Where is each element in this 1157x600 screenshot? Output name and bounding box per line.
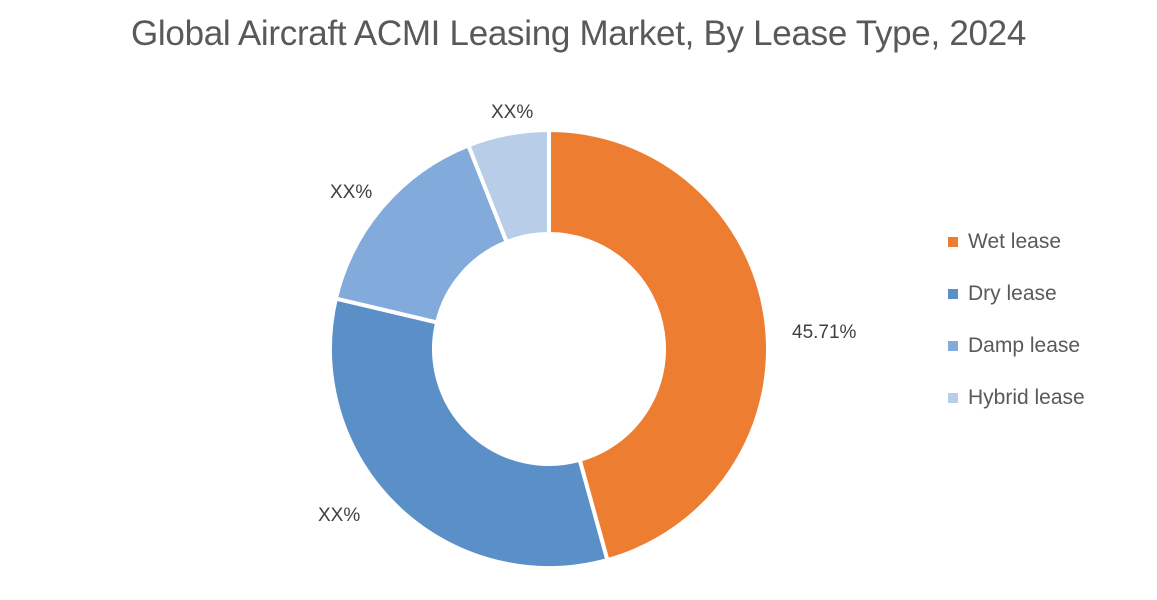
chart-title: Global Aircraft ACMI Leasing Market, By … [131,14,1026,53]
legend-label: Damp lease [968,334,1081,357]
legend-label: Hybrid lease [968,386,1085,409]
data-label-wet: 45.71% [792,322,857,343]
legend-swatch-icon [948,289,958,299]
legend: Wet lease Dry lease Damp lease Hybrid le… [948,216,1085,424]
donut-slice-damp [333,142,510,325]
donut-slice-wet [547,127,770,563]
donut-slice-dry [328,296,610,570]
donut-slices [328,127,770,570]
legend-swatch-icon [948,393,958,403]
data-label-hybrid: XX% [491,102,534,123]
legend-swatch-icon [948,341,958,351]
legend-item-hybrid-lease: Hybrid lease [948,372,1085,424]
legend-item-wet-lease: Wet lease [948,216,1085,268]
legend-swatch-icon [948,237,958,247]
legend-item-dry-lease: Dry lease [948,268,1085,320]
data-label-dry: XX% [318,505,361,526]
legend-label: Wet lease [968,230,1061,253]
data-label-damp: XX% [330,182,373,203]
legend-item-damp-lease: Damp lease [948,320,1085,372]
legend-label: Dry lease [968,282,1057,305]
donut-slice-hybrid [465,127,551,245]
